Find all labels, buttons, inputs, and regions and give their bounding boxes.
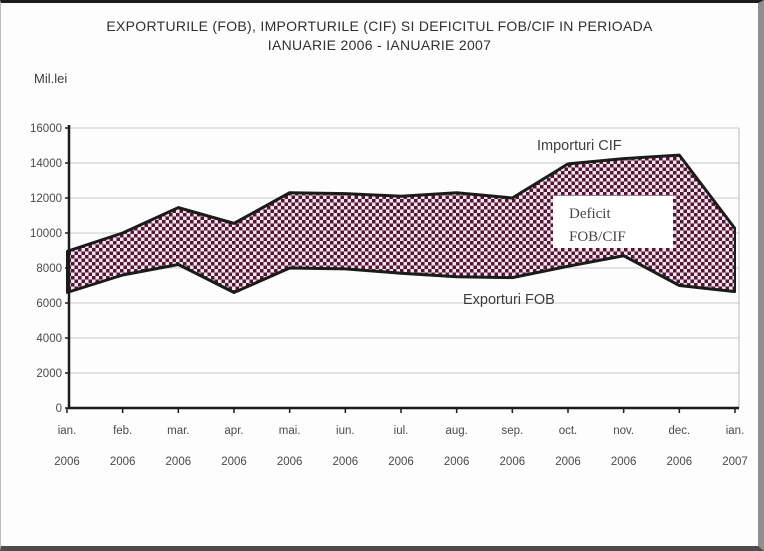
y-tick-label: 14000 [30,158,62,170]
y-axis-unit-label: Mil.lei [34,71,68,86]
exports-series-label: Exporturi FOB [463,292,555,308]
x-tick-month: iun. [336,425,355,437]
x-tick-month: dec. [668,425,690,437]
imports-line [66,153,737,253]
y-tick-label: 2000 [36,368,62,380]
x-tick-year: 2006 [388,456,414,468]
deficit-label-line2: FOB/CIF [569,229,626,245]
y-tick-label: 4000 [36,333,62,345]
exports-line [66,254,736,294]
y-tick-label: 10000 [30,228,62,240]
chart-title: EXPORTURILE (FOB), IMPORTURILE (CIF) SI … [1,17,758,55]
x-tick-month: sep. [501,425,523,437]
x-tick-month: iul. [394,425,409,437]
x-tick-month: nov. [613,425,634,437]
x-tick-year: 2006 [333,456,359,468]
deficit-label-line1: Deficit [569,206,611,222]
y-tick-label: 8000 [36,263,62,275]
x-tick-year: 2006 [221,456,247,468]
x-tick-month: ian. [58,425,77,437]
y-tick-label: 12000 [30,193,62,205]
x-tick-year: 2006 [54,456,80,468]
chart-title-line1: EXPORTURILE (FOB), IMPORTURILE (CIF) SI … [106,18,653,34]
x-tick-year: 2006 [444,456,470,468]
x-tick-month: mar. [167,425,189,437]
x-tick-year: 2006 [555,456,581,468]
x-tick-month: aug. [445,425,467,437]
deficit-box [553,196,673,248]
x-tick-month: mai. [279,425,301,437]
trade-band-chart: 0 2000 4000 6000 8000 10000 12000 14000 16000 ian… [30,123,748,468]
y-tick-label: 16000 [30,123,62,135]
x-tick-year: 2006 [166,456,192,468]
x-tick-year: 2007 [722,456,748,468]
x-tick-year: 2006 [500,456,526,468]
x-tick-month: oct. [559,425,578,437]
y-tick-label: 6000 [36,298,62,310]
x-tick-month: ian. [726,425,745,437]
y-tick-label: 0 [56,403,62,415]
imports-series-label: Importuri CIF [537,138,622,154]
x-tick-year: 2006 [110,456,136,468]
x-tick-month: feb. [113,425,132,437]
x-tick-year: 2006 [667,456,693,468]
x-tick-month: apr. [224,425,243,437]
x-tick-year: 2006 [277,456,303,468]
x-tick-year: 2006 [611,456,637,468]
chart-title-line2: IANUARIE 2006 - IANUARIE 2007 [267,37,492,53]
